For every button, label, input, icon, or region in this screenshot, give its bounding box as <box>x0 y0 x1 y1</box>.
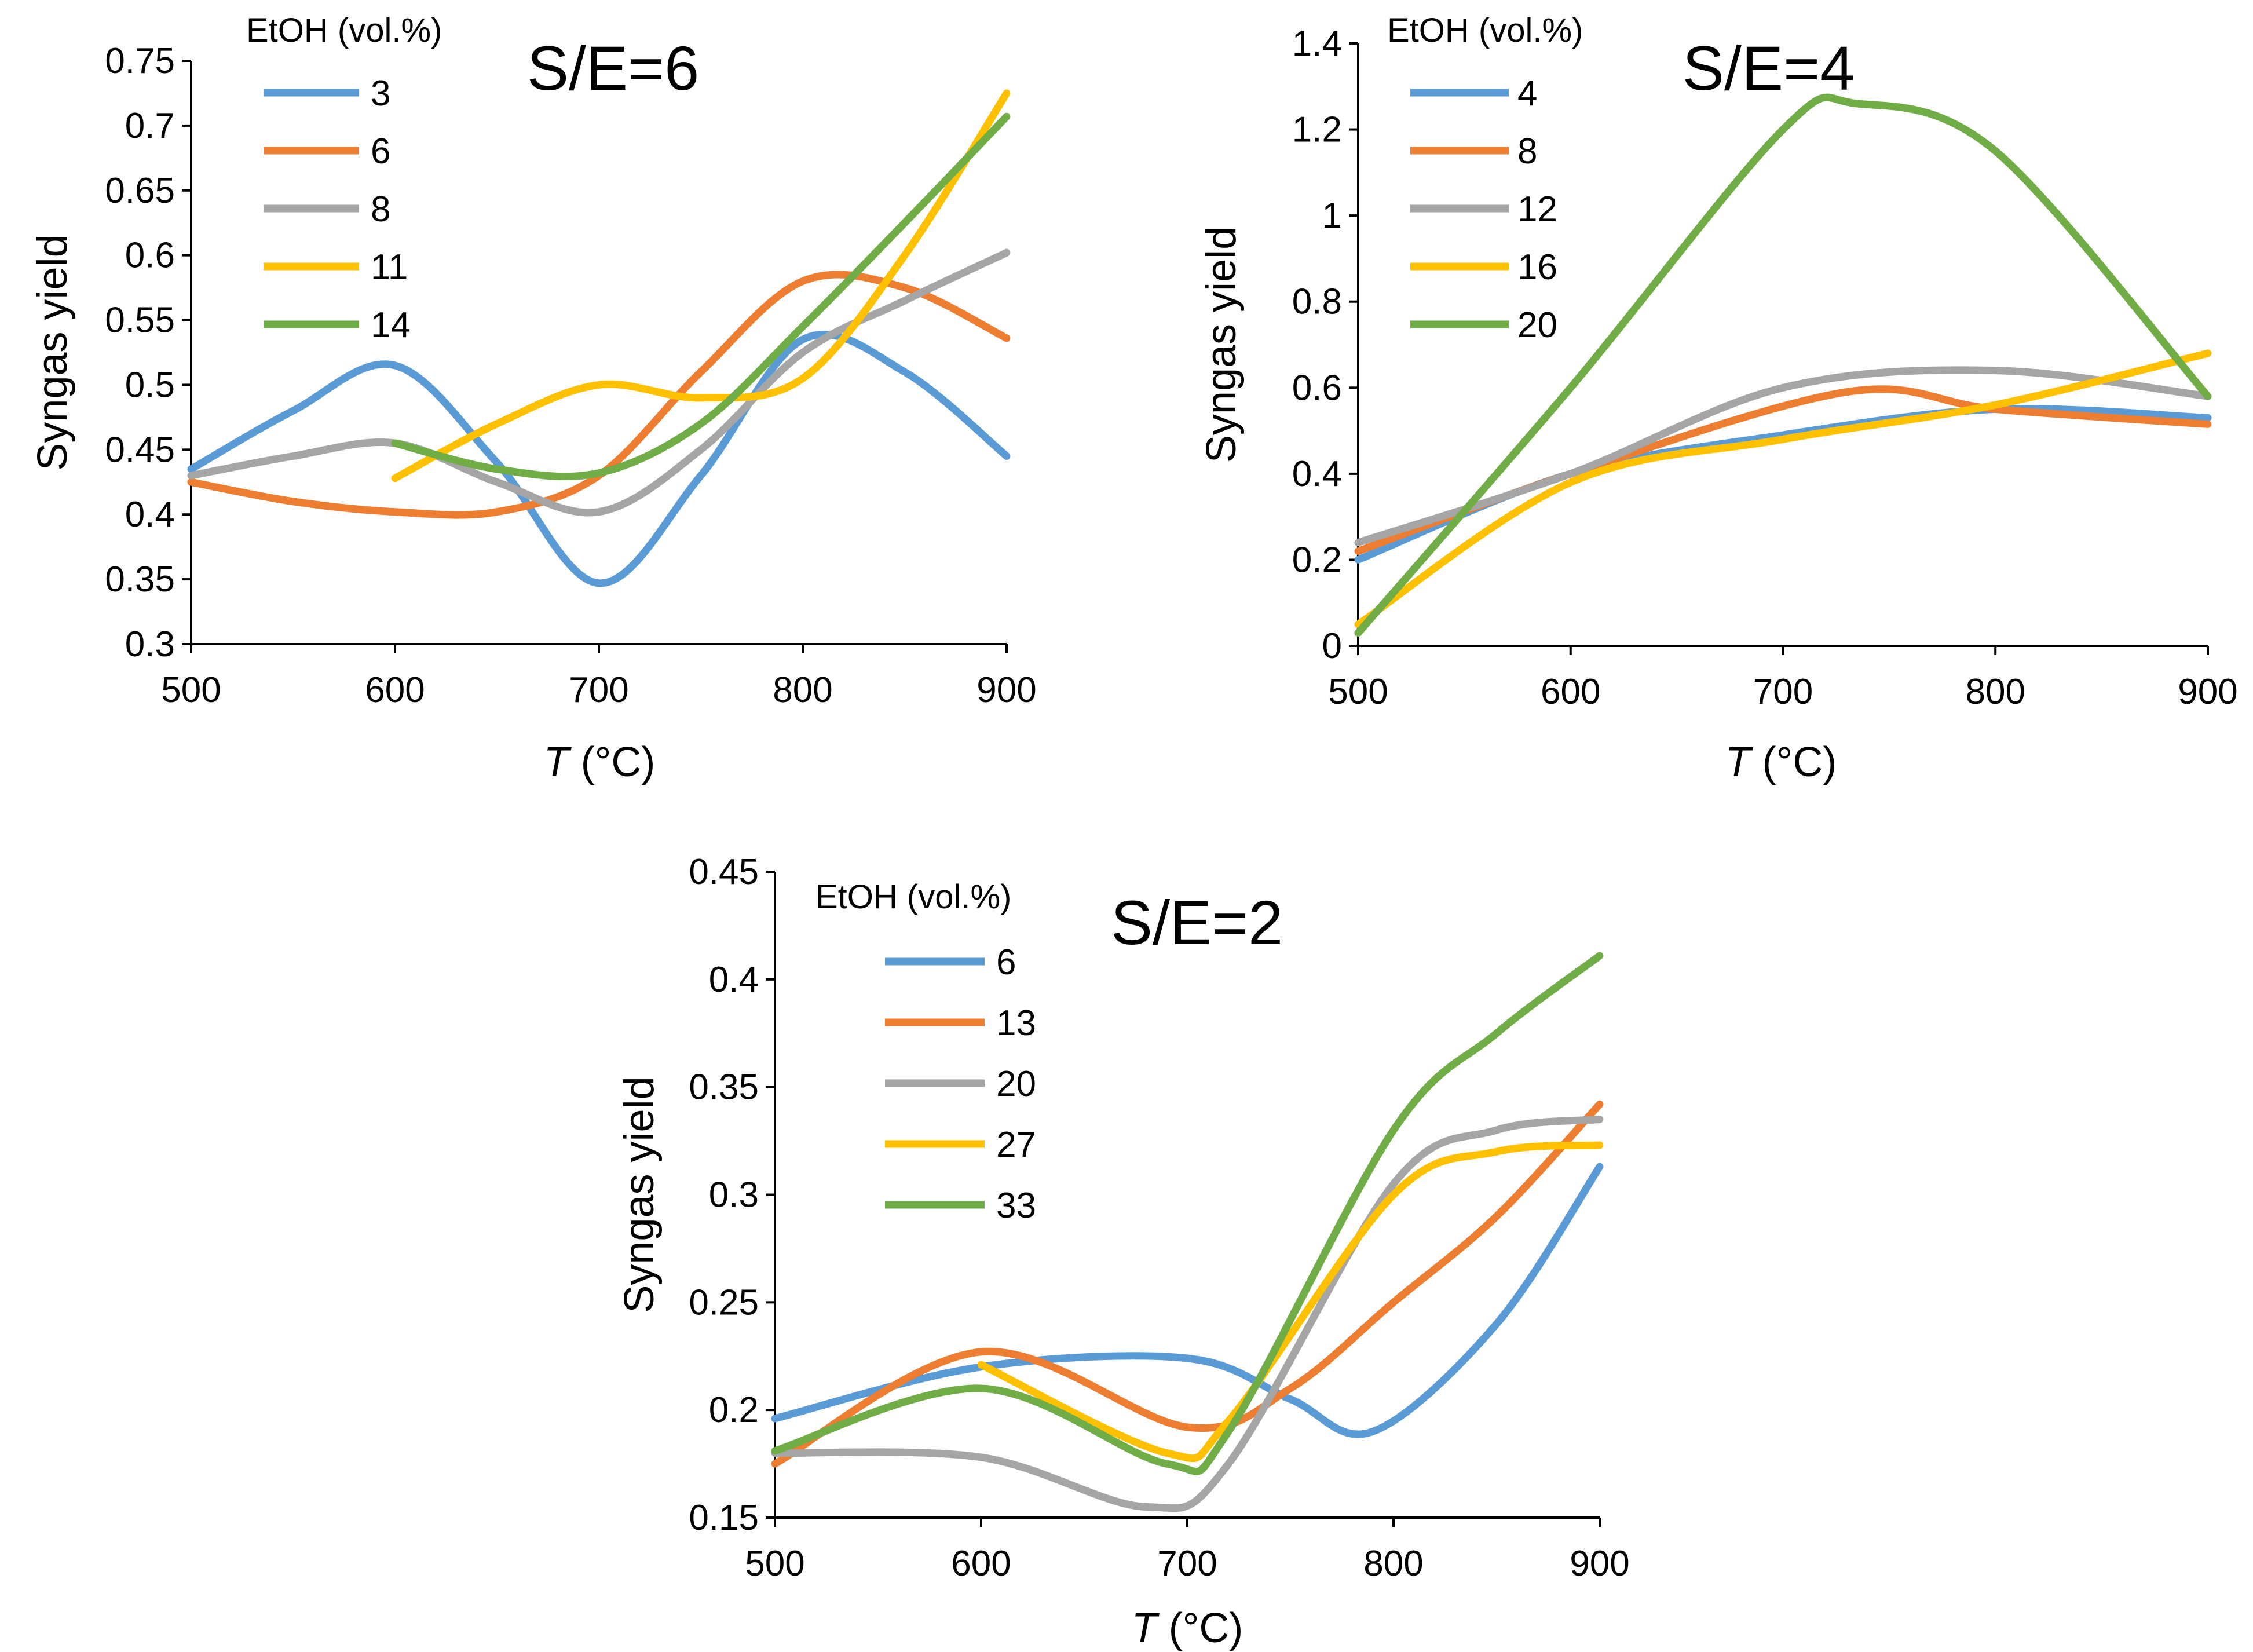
y-tick-label: 0.15 <box>689 1498 759 1538</box>
y-tick-label: 0.45 <box>689 852 759 892</box>
y-tick-label: 0.25 <box>689 1282 759 1322</box>
x-tick-label: 800 <box>773 670 832 710</box>
x-tick-label: 800 <box>1966 672 2025 712</box>
legend: EtOH (vol.%) 3 6 8 11 14 <box>246 12 442 345</box>
legend-title: EtOH (vol.%) <box>1387 12 1583 49</box>
legend-label-14: 14 <box>371 305 411 345</box>
series-line-20 <box>1354 93 2212 637</box>
chart-title: S/E=6 <box>527 33 699 103</box>
x-axis-variable: T <box>1132 1605 1160 1651</box>
y-tick-label: 0.75 <box>105 41 175 81</box>
series-line-11 <box>391 89 1011 483</box>
y-tick-label: 0.5 <box>125 365 175 405</box>
x-axis-unit: (°C) <box>569 739 656 785</box>
legend-label-4: 4 <box>1517 74 1537 114</box>
x-axis-variable: T <box>544 739 572 785</box>
series-line-8 <box>187 248 1011 517</box>
legend-label-8: 8 <box>1517 131 1537 171</box>
legend-label-6: 6 <box>996 942 1016 982</box>
x-axis-label: T (°C) <box>1725 739 1837 785</box>
x-tick-label: 700 <box>1157 1544 1217 1584</box>
y-tick-label: 0.4 <box>709 960 759 1000</box>
x-axis-unit: (°C) <box>1157 1605 1243 1651</box>
x-tick-label: 600 <box>1541 672 1600 712</box>
chart-panel-2: 0 0.2 0.4 0.6 0.8 1 1.2 1.4 500 600 700 800 900 Synga… <box>1198 12 2238 785</box>
y-tick-label: 0.6 <box>125 236 175 276</box>
x-tick-label: 900 <box>2178 672 2237 712</box>
series-line-16 <box>1354 349 2212 628</box>
y-tick-label: 0 <box>1322 626 1342 666</box>
series-line-8 <box>1354 385 2212 555</box>
y-axis-label: Syngas yield <box>616 1076 663 1313</box>
x-tick-label: 800 <box>1363 1544 1423 1584</box>
y-tick-label: 0.6 <box>1292 368 1342 408</box>
x-axis-label: T (°C) <box>1132 1605 1243 1651</box>
y-tick-label: 0.2 <box>1292 540 1342 580</box>
chart-title: S/E=2 <box>1111 887 1283 957</box>
chart-panel-1: 0.3 0.35 0.4 0.45 0.5 0.55 0.6 0.65 0.7 0.75 500 60… <box>30 12 1037 785</box>
legend-label-13: 13 <box>996 1003 1036 1043</box>
y-tick-label: 0.7 <box>125 106 175 146</box>
legend-label-20: 20 <box>996 1064 1036 1104</box>
y-tick-label: 0.65 <box>105 171 175 211</box>
series-line-20 <box>771 1115 1604 1512</box>
x-axis-variable: T <box>1725 739 1754 785</box>
x-tick-label: 900 <box>1570 1544 1629 1584</box>
y-tick-label: 0.3 <box>709 1175 759 1215</box>
legend-label-8: 8 <box>371 189 390 229</box>
legend-label-33: 33 <box>996 1186 1036 1226</box>
legend-title: EtOH (vol.%) <box>815 878 1011 916</box>
y-tick-label: 0.3 <box>125 624 175 664</box>
legend-label-11: 11 <box>371 247 408 287</box>
x-tick-label: 700 <box>1753 672 1813 712</box>
y-tick-label: 0.2 <box>709 1390 759 1430</box>
x-tick-label: 500 <box>745 1544 804 1584</box>
legend-title: EtOH (vol.%) <box>246 12 442 49</box>
legend-label-20: 20 <box>1517 305 1557 345</box>
legend-label-27: 27 <box>996 1125 1036 1165</box>
legend-label-16: 16 <box>1517 247 1557 287</box>
x-tick-label: 500 <box>161 670 221 710</box>
y-tick-label: 1 <box>1322 196 1342 236</box>
legend-label-6: 6 <box>371 131 390 171</box>
series-line-33 <box>771 952 1604 1476</box>
y-axis-label: Syngas yield <box>30 234 76 470</box>
y-tick-label: 0.45 <box>105 430 175 470</box>
y-tick-label: 0.35 <box>689 1068 759 1108</box>
legend-label-12: 12 <box>1517 189 1557 229</box>
y-tick-label: 0.35 <box>105 560 175 600</box>
series-line-14 <box>391 112 1011 481</box>
y-tick-label: 0.4 <box>1292 454 1342 494</box>
series-line-12 <box>1354 366 2212 547</box>
y-axis-label: Syngas yield <box>1198 226 1245 463</box>
y-tick-label: 1.4 <box>1292 24 1342 64</box>
x-tick-label: 600 <box>365 670 425 710</box>
legend-label-3: 3 <box>371 74 390 114</box>
y-tick-label: 1.2 <box>1292 110 1342 150</box>
series-line-3 <box>187 330 1011 587</box>
x-tick-label: 500 <box>1328 672 1388 712</box>
x-tick-label: 900 <box>976 670 1036 710</box>
x-axis-label: T (°C) <box>544 739 656 785</box>
x-tick-label: 700 <box>569 670 628 710</box>
y-tick-label: 0.4 <box>125 495 175 535</box>
legend: EtOH (vol.%) 6 13 20 27 33 <box>815 878 1036 1226</box>
y-tick-label: 0.8 <box>1292 282 1342 322</box>
x-axis-unit: (°C) <box>1751 739 1837 785</box>
legend: EtOH (vol.%) 4 8 12 16 20 <box>1387 12 1583 345</box>
x-tick-label: 600 <box>951 1544 1011 1584</box>
y-tick-label: 0.55 <box>105 301 175 341</box>
chart-title: S/E=4 <box>1683 33 1855 103</box>
chart-panel-3: 0.15 0.2 0.25 0.3 0.35 0.4 0.45 500 600 700 800 900… <box>616 852 1630 1651</box>
series-line-27 <box>977 1141 1604 1463</box>
